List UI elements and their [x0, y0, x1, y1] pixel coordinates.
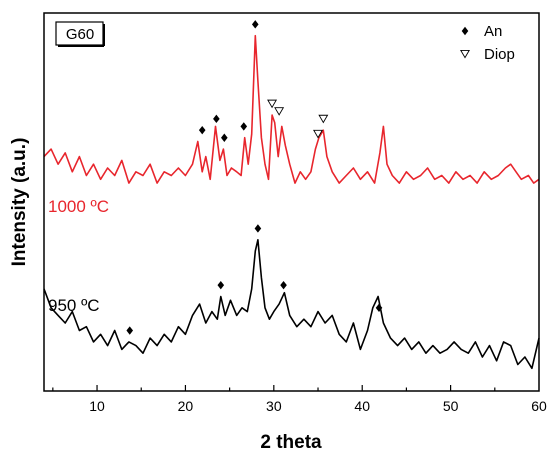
phase-markers [126, 20, 383, 335]
legend-diamond-icon [461, 26, 469, 36]
x-axis-title: 2 theta [260, 432, 322, 453]
x-tick-label: 20 [178, 398, 194, 414]
an-marker [254, 224, 262, 233]
legend-marker-diop [460, 49, 470, 59]
legend: An Diop [460, 23, 515, 63]
y-axis-title: Intensity (a.u.) [9, 138, 30, 267]
x-tick-label: 10 [89, 398, 105, 414]
plot-area [43, 34, 540, 370]
an-marker [251, 20, 259, 29]
an-marker [213, 114, 220, 124]
sample-label-box: G60 [55, 21, 105, 47]
series-line-1 [43, 239, 540, 370]
an-marker [217, 280, 225, 290]
series-label-950: 950 ºC [48, 296, 100, 315]
x-tick-label: 30 [266, 398, 282, 414]
diop-marker [318, 114, 329, 124]
legend-label-diop: Diop [484, 46, 515, 63]
x-tick-label: 60 [531, 398, 547, 414]
an-marker [375, 303, 383, 313]
an-marker [221, 133, 228, 142]
plot-frame [43, 12, 540, 392]
x-tick-label: 50 [443, 398, 459, 414]
legend-marker-an [461, 26, 469, 36]
x-tick-label: 40 [354, 398, 370, 414]
series-line-0 [43, 34, 540, 184]
an-marker [126, 326, 134, 335]
legend-label-an: An [484, 23, 502, 40]
an-marker [280, 280, 287, 290]
an-marker [198, 125, 206, 135]
series-label-1000: 1000 ºC [48, 197, 109, 216]
legend-triangle-icon [460, 49, 470, 59]
diop-marker [267, 99, 278, 109]
diop-marker [313, 129, 324, 139]
diop-marker [274, 107, 285, 116]
sample-label: G60 [66, 26, 94, 43]
x-axis-ticks: 10 20 30 40 50 60 [52, 385, 547, 414]
an-marker [240, 122, 248, 131]
